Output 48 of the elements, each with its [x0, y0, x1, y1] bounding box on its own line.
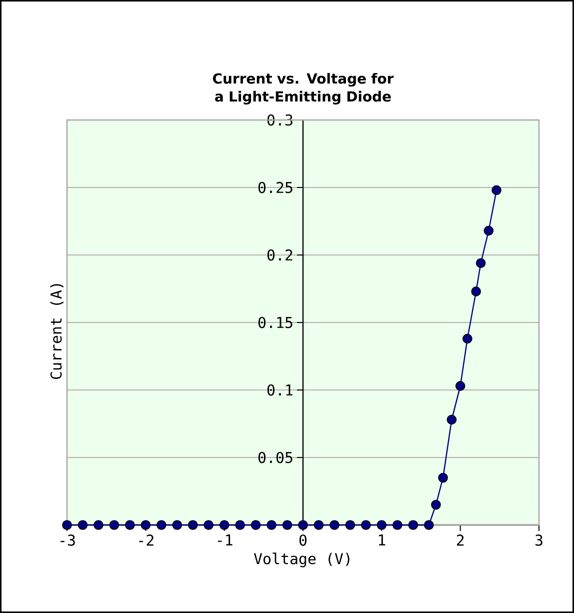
point	[298, 520, 308, 530]
point	[314, 520, 324, 530]
x-tick-label: 0	[299, 534, 307, 546]
x-tick-label: 1	[378, 534, 386, 546]
x-tick-label: -3	[60, 534, 75, 546]
point	[62, 520, 72, 530]
point	[266, 520, 276, 530]
point	[188, 520, 198, 530]
point	[471, 286, 481, 296]
point	[345, 520, 356, 530]
point	[438, 472, 448, 483]
y-tick-label: 0.25	[258, 182, 292, 194]
point	[431, 500, 441, 510]
y-axis-title: Current (A)	[50, 284, 64, 379]
point	[140, 520, 151, 530]
x-tick-label: -2	[139, 534, 154, 546]
y-tick-label: 0.15	[258, 316, 292, 328]
point	[125, 520, 135, 530]
point	[204, 520, 214, 530]
point	[446, 414, 457, 425]
point	[78, 520, 88, 530]
point	[392, 520, 402, 530]
y-tick-label: 0.05	[258, 452, 292, 464]
y-tick-label: 0.2	[267, 249, 292, 261]
point	[282, 520, 292, 530]
point	[408, 520, 418, 530]
point	[424, 520, 434, 530]
point	[235, 520, 245, 530]
point	[361, 520, 371, 530]
x-tick-label: 2	[456, 534, 464, 546]
point	[219, 520, 230, 530]
point	[109, 520, 120, 530]
point	[484, 226, 494, 236]
point	[492, 185, 502, 196]
point	[476, 258, 486, 268]
point	[156, 520, 166, 530]
point	[376, 520, 387, 530]
y-tick-label: 0.1	[267, 384, 292, 396]
point	[250, 520, 261, 530]
point	[330, 520, 340, 530]
point	[462, 334, 472, 344]
point	[455, 381, 466, 391]
x-tick-label: 3	[536, 534, 542, 546]
x-axis-title: Voltage (V)	[254, 552, 350, 568]
point	[94, 520, 104, 530]
x-tick-label: -1	[218, 534, 232, 546]
point	[172, 520, 182, 530]
chart-title: Current vs. Voltage for a Light-Emitting Diode	[212, 72, 394, 104]
